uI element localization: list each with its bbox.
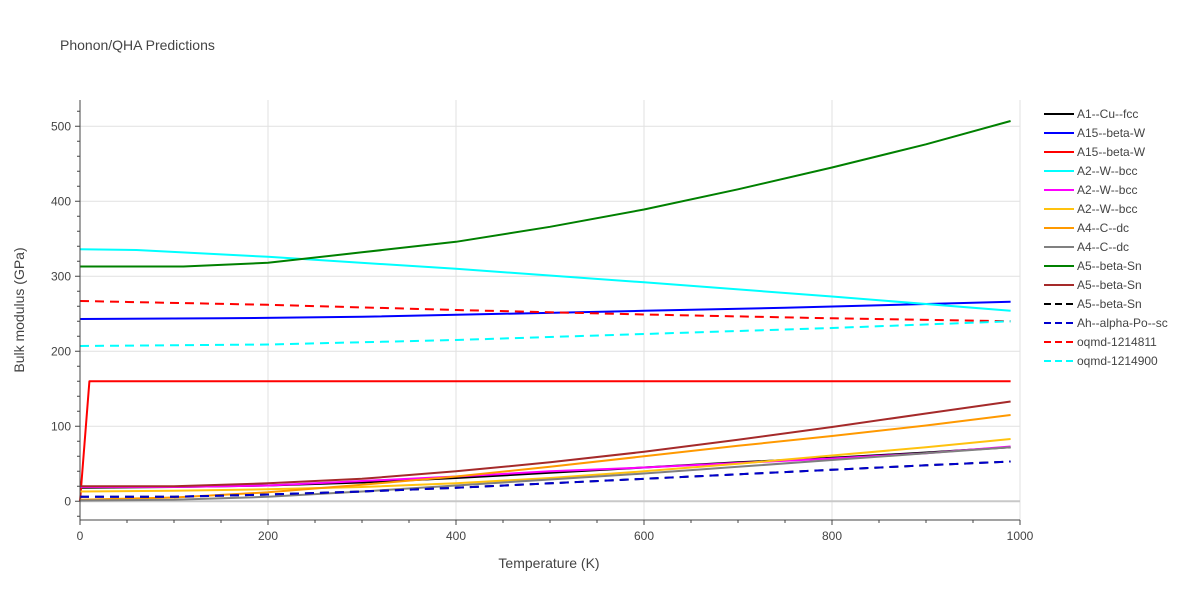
series-line-3: [79, 248, 1011, 312]
x-tick-label-0: 0: [77, 529, 84, 543]
y-tick-label-3: 300: [51, 269, 71, 283]
y-tick-label-1: 100: [51, 419, 71, 433]
legend-label-5[interactable]: A2--W--bcc: [1077, 202, 1137, 216]
legend-label-0[interactable]: A1--Cu--fcc: [1077, 107, 1138, 121]
chart-title: Phonon/QHA Predictions: [60, 37, 215, 53]
series-line-13: [79, 320, 1011, 347]
series-line-6: [79, 414, 1011, 501]
series-line-8: [80, 120, 1011, 268]
series-line-5: [79, 438, 1011, 493]
series-line-11: [80, 460, 1011, 498]
legend-label-3[interactable]: A2--W--bcc: [1077, 164, 1137, 178]
legend-label-8[interactable]: A5--beta-Sn: [1077, 259, 1142, 273]
y-tick-label-0: 0: [64, 494, 71, 508]
x-tick-label-4: 800: [822, 529, 842, 543]
y-tick-label-2: 200: [51, 344, 71, 358]
legend-label-13[interactable]: oqmd-1214900: [1077, 354, 1158, 368]
y-tick-label-4: 400: [51, 194, 71, 208]
series-line-12: [79, 300, 1011, 323]
x-tick-label-5: 1000: [1007, 529, 1034, 543]
series-line-7: [79, 446, 1011, 502]
series-line-2: [79, 380, 1011, 502]
series-layer: [79, 120, 1011, 502]
legend-label-7[interactable]: A4--C--dc: [1077, 240, 1129, 254]
axes: [75, 100, 1021, 525]
y-axis-title: Bulk modulus (GPa): [11, 247, 27, 372]
series-line-9: [80, 400, 1011, 488]
x-tick-labels: 0 200 400 600 800 1000: [77, 529, 1034, 543]
legend-label-10[interactable]: A5--beta-Sn: [1077, 297, 1142, 311]
legend-label-9[interactable]: A5--beta-Sn: [1077, 278, 1142, 292]
x-axis-title: Temperature (K): [498, 555, 599, 571]
legend: A1--Cu--fcc A15--beta-W A15--beta-W A2--W--…: [1044, 107, 1168, 368]
legend-label-1[interactable]: A15--beta-W: [1077, 126, 1146, 140]
x-tick-label-2: 400: [446, 529, 466, 543]
legend-label-2[interactable]: A15--beta-W: [1077, 145, 1146, 159]
y-tick-labels: 0 100 200 300 400 500: [51, 119, 71, 508]
x-tick-label-1: 200: [258, 529, 278, 543]
x-tick-label-3: 600: [634, 529, 654, 543]
legend-label-12[interactable]: oqmd-1214811: [1077, 335, 1157, 349]
y-tick-label-5: 500: [51, 119, 71, 133]
legend-label-11[interactable]: Ah--alpha-Po--sc: [1077, 316, 1168, 330]
series-line-1: [79, 300, 1011, 320]
legend-label-4[interactable]: A2--W--bcc: [1077, 183, 1137, 197]
legend-label-6[interactable]: A4--C--dc: [1077, 221, 1129, 235]
